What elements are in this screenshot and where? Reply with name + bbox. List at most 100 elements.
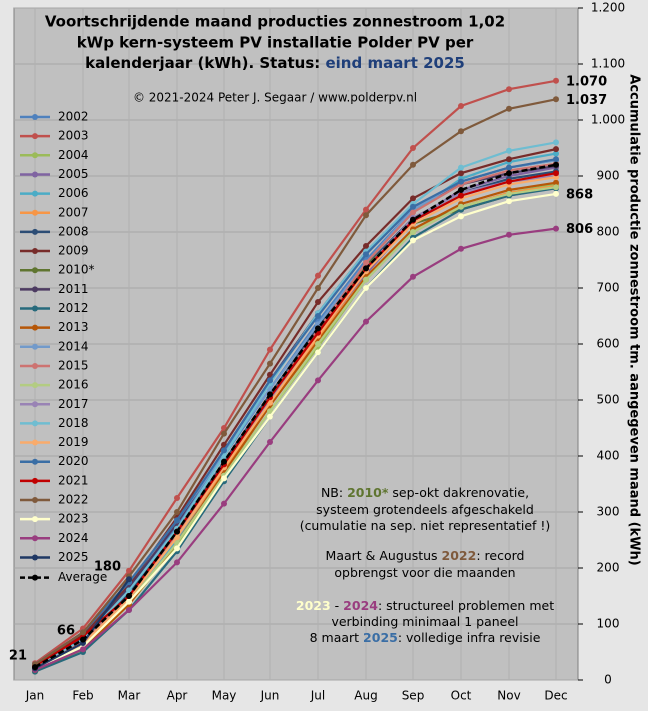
legend-marker <box>32 535 38 542</box>
point <box>553 184 559 191</box>
point <box>126 598 132 605</box>
legend-label: 2018 <box>58 416 89 430</box>
point <box>410 209 416 216</box>
point <box>506 178 512 185</box>
point <box>363 251 369 258</box>
note: NB: 2010* sep-okt dakrenovatie, <box>321 485 529 500</box>
point <box>553 150 559 157</box>
legend-label: 2012 <box>58 301 89 315</box>
point <box>32 664 38 671</box>
point <box>126 567 132 574</box>
legend-marker <box>32 497 38 503</box>
note-text: sep-okt dakrenovatie, <box>388 485 529 500</box>
point <box>80 646 86 653</box>
point <box>363 318 369 325</box>
x-tick-label: Oct <box>451 689 472 703</box>
legend-label: 2024 <box>58 531 89 545</box>
point <box>363 206 369 213</box>
point <box>553 190 559 197</box>
note-text: Maart & Augustus <box>326 548 442 563</box>
point <box>410 229 416 235</box>
point <box>126 593 132 599</box>
point <box>458 128 464 135</box>
value-label: 21 <box>9 649 27 664</box>
point <box>174 509 180 515</box>
legend-marker <box>32 401 38 408</box>
point <box>410 237 416 244</box>
point <box>221 475 227 482</box>
point <box>553 225 559 232</box>
legend-marker <box>32 574 38 581</box>
legend-marker <box>32 382 38 389</box>
series-line <box>34 192 557 670</box>
point <box>315 313 321 319</box>
point <box>315 299 321 305</box>
series-line <box>34 227 557 671</box>
point <box>267 413 273 420</box>
point <box>363 276 369 283</box>
x-tick-label: Sep <box>402 689 425 703</box>
point <box>315 285 321 291</box>
point <box>267 439 273 445</box>
point <box>315 341 321 347</box>
point <box>363 212 369 219</box>
point <box>506 105 512 112</box>
legend-label: 2009 <box>58 244 89 258</box>
legend-marker <box>32 324 38 331</box>
legend-label: 2015 <box>58 358 89 372</box>
legend-label: 2016 <box>58 378 89 392</box>
point <box>410 216 416 223</box>
point <box>506 198 512 205</box>
y-tick-label: 0 <box>604 673 612 687</box>
note: (cumulatie na sep. niet representatief !… <box>300 518 551 533</box>
point <box>267 377 273 384</box>
point <box>553 96 559 103</box>
point <box>315 377 321 384</box>
note-text: NB: <box>321 485 347 500</box>
point <box>458 192 464 199</box>
note: verbinding minimaal 1 paneel <box>331 614 518 629</box>
note-text: 8 maart <box>310 630 363 645</box>
legend-marker <box>32 190 38 197</box>
series-line <box>34 98 557 666</box>
legend-label: 2006 <box>58 186 89 200</box>
point <box>363 265 369 272</box>
legend-marker <box>32 554 38 561</box>
point <box>410 203 416 210</box>
legend-label: Average <box>58 570 107 584</box>
point <box>221 430 227 437</box>
x-tick-label: Apr <box>167 689 188 703</box>
note-text: 2024 <box>343 598 378 613</box>
point <box>363 285 369 291</box>
note-text: 2010* <box>347 485 389 500</box>
point <box>126 576 132 583</box>
point <box>80 636 86 643</box>
point <box>410 195 416 202</box>
point <box>553 77 559 84</box>
series-line <box>34 79 557 665</box>
point <box>267 371 273 378</box>
point <box>553 156 559 163</box>
value-label: 1.070 <box>566 74 607 89</box>
value-label: 66 <box>57 624 75 639</box>
y-tick-label: 1.000 <box>591 113 625 127</box>
y-tick-label: 900 <box>597 169 620 183</box>
legend-marker <box>32 152 38 159</box>
legend-label: 2017 <box>58 397 89 411</box>
note-text: 2023 <box>296 598 331 613</box>
chart-title: kWp kern-systeem PV installatie Polder P… <box>77 34 474 52</box>
x-tick-label: Nov <box>497 689 520 703</box>
point <box>458 103 464 109</box>
legend-marker <box>32 362 38 369</box>
point <box>363 259 369 266</box>
note-text: - <box>331 598 343 613</box>
point <box>315 272 321 279</box>
legend-marker <box>32 516 38 523</box>
y-tick-label: 300 <box>597 505 620 519</box>
legend-marker <box>32 228 38 235</box>
legend-marker <box>32 267 38 274</box>
point <box>506 231 512 238</box>
chart-title: kalenderjaar (kWh). Status: <box>85 54 325 72</box>
point <box>126 607 132 613</box>
point <box>458 164 464 171</box>
